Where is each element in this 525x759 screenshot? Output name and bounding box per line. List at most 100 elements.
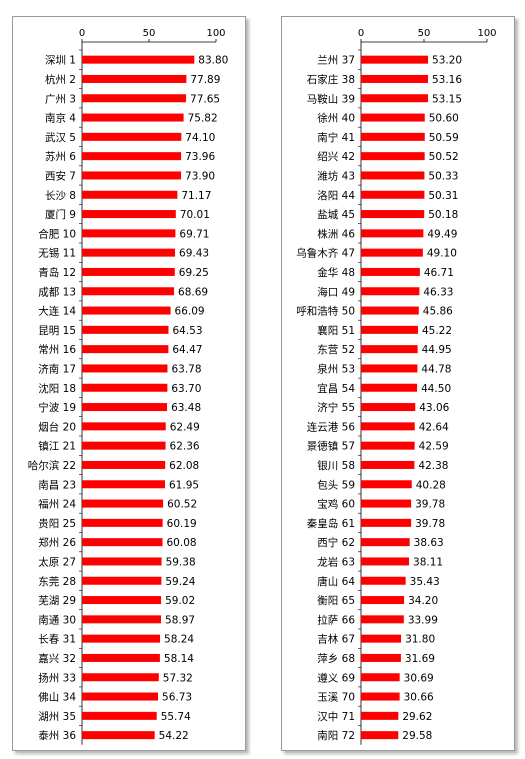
value-label: 49.10 [427,248,457,260]
category-label: 石家庄 38 [307,73,355,86]
bar [82,596,162,605]
value-label: 59.02 [165,595,195,607]
bar [82,94,187,103]
value-label: 38.11 [413,556,443,568]
category-label: 合肥 10 [38,227,76,240]
value-label: 61.95 [169,479,199,491]
category-label: 郑州 26 [38,536,76,549]
value-label: 43.06 [419,402,449,414]
category-label: 长沙 8 [45,190,76,202]
bar [82,538,163,547]
category-label: 济南 17 [38,362,76,375]
value-label: 64.53 [172,325,202,337]
x-tick-label: 100 [206,28,225,39]
bar [361,441,415,450]
bar [82,364,168,373]
bar [82,634,161,643]
value-label: 69.71 [179,228,209,240]
value-label: 77.65 [190,93,220,105]
bar [361,692,400,701]
category-label: 太原 27 [38,555,76,568]
value-label: 50.33 [428,170,458,182]
bar [82,383,168,392]
bar [361,460,415,469]
category-label: 无锡 11 [38,247,76,260]
bar [361,74,428,83]
bar [361,132,425,141]
bar [361,731,399,740]
value-label: 44.50 [421,383,451,395]
category-label: 汉中 71 [317,710,355,723]
bar [361,55,429,64]
bar [82,171,182,180]
category-label: 大连 14 [38,305,76,318]
value-label: 31.69 [405,653,435,665]
bar [82,518,163,527]
category-label: 南宁 41 [317,131,355,144]
value-label: 42.59 [419,441,449,453]
value-label: 58.14 [164,653,194,665]
value-label: 44.78 [421,363,451,375]
category-label: 南阳 72 [317,729,355,742]
bar [82,267,175,276]
bar [361,518,412,527]
bar [82,152,182,161]
bar [82,74,187,83]
bar [82,229,176,238]
ranking-panel-right: 0 50 100 兰州 37 53.20 石家庄 38 53.16 马鞍山 39 53.15 徐州… [281,16,515,751]
x-tick-label: 0 [79,28,85,39]
category-label: 常州 16 [38,343,76,356]
bar [82,441,166,450]
bar [361,711,399,720]
value-label: 73.90 [185,170,215,182]
value-label: 64.47 [172,344,202,356]
value-label: 34.20 [408,595,438,607]
value-label: 50.52 [429,151,459,163]
category-label: 襄阳 51 [317,324,355,337]
category-label: 成都 13 [38,286,76,298]
category-label: 烟台 20 [38,420,76,433]
value-label: 45.22 [422,325,452,337]
value-label: 62.08 [169,460,199,472]
bar [361,267,420,276]
category-label: 龙岩 63 [317,555,355,568]
category-label: 西安 7 [45,169,76,182]
bar [82,345,169,354]
bar [82,306,171,315]
bar [361,229,424,238]
value-label: 70.01 [180,209,210,221]
category-label: 苏州 6 [45,150,76,163]
category-label: 贵阳 25 [38,517,76,530]
value-label: 73.96 [185,151,215,163]
value-label: 58.24 [164,634,194,646]
value-label: 60.52 [167,499,197,511]
bar [361,480,412,489]
x-tick-label: 50 [418,28,431,39]
category-label: 潍坊 43 [317,169,355,182]
bar [82,325,169,334]
bar [361,113,425,122]
value-label: 44.95 [422,344,452,356]
category-label: 哈尔滨 22 [28,459,76,472]
value-label: 50.59 [429,132,459,144]
bar [82,557,162,566]
value-label: 59.38 [166,556,196,568]
category-label: 衡阳 65 [317,595,355,607]
bar [361,576,406,585]
category-label: 包头 59 [317,478,355,491]
bar [82,190,178,199]
category-label: 马鞍山 39 [307,92,355,105]
bar [82,653,160,662]
category-label: 秦皇岛 61 [307,517,355,530]
value-label: 35.43 [410,576,440,588]
bar [361,634,402,643]
value-label: 68.69 [178,286,208,298]
bar [82,499,164,508]
category-label: 昆明 15 [38,325,76,337]
category-label: 长春 31 [38,634,76,646]
value-label: 50.31 [428,190,458,202]
category-label: 银川 58 [317,459,355,472]
value-label: 62.49 [170,421,200,433]
value-label: 63.48 [171,402,201,414]
category-label: 景德镇 57 [307,440,355,453]
